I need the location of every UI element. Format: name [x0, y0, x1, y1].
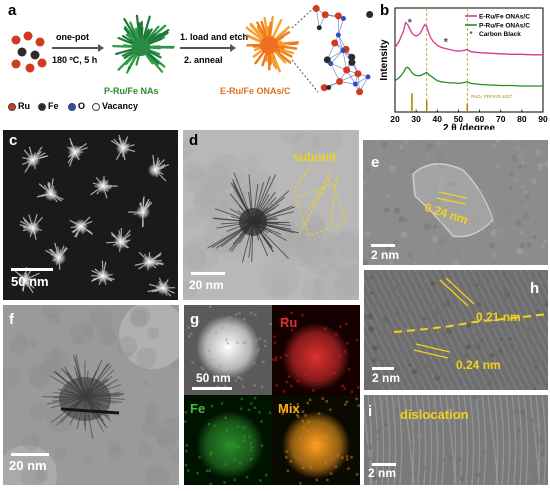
y-axis-label: Intensity [379, 39, 390, 81]
p-ru-fe-nas-graphic [112, 14, 175, 74]
scale-bar-label: 20 nm [189, 278, 224, 292]
x-tick-label: 70 [496, 114, 506, 124]
legend-carbon-black-label: Carbon Black [479, 31, 521, 38]
scale-bar [192, 387, 232, 390]
dislocation-annotation: dislocation [400, 407, 469, 422]
step2-conditions-bottom: 2. anneal [184, 55, 223, 65]
crystal-structure-graphic [312, 5, 374, 96]
step1-conditions-top: one-pot [56, 32, 89, 42]
plot-frame [394, 7, 544, 113]
panel-e: e 0.24 nm 2 nm [363, 140, 548, 265]
scale-bar-label: 20 nm [9, 458, 47, 473]
legend-atom-icon [68, 103, 76, 111]
x-tick-label: 20 [390, 114, 400, 124]
scale-bar-label: 50 nm [196, 371, 231, 385]
carbon-black-marker: * [444, 37, 449, 49]
x-tick-label: 80 [517, 114, 527, 124]
panel-d: d subunit 20 nm [183, 130, 359, 300]
scale-bar [11, 453, 49, 456]
legend-carbon-black-icon: * [469, 30, 473, 39]
panel-f: f 20 nm [3, 305, 179, 485]
reference-label: RuO₂ PDF#43-1027 [471, 94, 513, 99]
map-label-mix: Mix [278, 401, 300, 416]
panel-c-label: c [9, 132, 18, 149]
tem-image [183, 130, 359, 300]
step1-conditions-bottom: 180 ºC, 5 h [52, 55, 98, 65]
legend-atom-label: Ru [18, 101, 30, 111]
panel-b-label: b [380, 2, 390, 19]
panel-d-label: d [189, 132, 199, 149]
hrtem-image [364, 270, 548, 390]
x-tick-label: 90 [538, 114, 548, 124]
legend-label: E-Ru/Fe ONAs/C [479, 14, 530, 21]
panel-g-label: g [190, 311, 200, 328]
lattice-spacing-bottom: 0.24 nm [456, 358, 501, 372]
panel-i: i dislocation 2 nm [364, 395, 548, 485]
subunit-annotation: subunit [293, 150, 337, 164]
x-tick-label: 40 [433, 114, 443, 124]
lattice-spacing-top: 0.21 nm [476, 310, 521, 324]
scale-bar [372, 463, 396, 466]
panel-e-label: e [371, 154, 380, 171]
panel-h: h 0.21 nm 0.24 nm 2 nm [364, 270, 548, 390]
scale-bar [191, 272, 225, 275]
panel-b: b * * 20 30 40 50 60 70 80 90 2 θ /degree Intensity… [375, 0, 550, 130]
intermediate-label: P-Ru/Fe NAs [104, 86, 159, 96]
panel-a-label: a [8, 2, 17, 19]
legend-atom-icon [8, 103, 16, 111]
scale-bar [11, 268, 53, 271]
scale-bar [371, 244, 395, 247]
arrow-right-icon [52, 44, 104, 52]
legend-atom-label: Vacancy [102, 101, 139, 111]
series-line-0 [394, 21, 543, 56]
map-label-fe: Fe [190, 401, 206, 416]
panel-h-label: h [530, 280, 540, 297]
legend-atom-label: Fe [48, 101, 59, 111]
carbon-black-marker: * [408, 17, 413, 29]
legend-atom-icon [92, 103, 100, 111]
scale-bar [372, 367, 394, 370]
legend-label: P-Ru/Fe ONAs/C [479, 23, 530, 30]
map-label-ru: Ru [280, 315, 298, 330]
scale-bar-label: 50 nm [11, 274, 49, 289]
legend-atom-icon [38, 103, 46, 111]
tem-image [3, 305, 179, 485]
scale-bar-label: 2 nm [371, 248, 400, 262]
e-ru-fe-onas-graphic [245, 15, 299, 73]
precursor-atoms-graphic [11, 31, 47, 73]
product-label: E-Ru/Fe ONAs/C [220, 86, 291, 96]
panel-i-label: i [368, 403, 373, 420]
x-axis-label: 2 θ /degree [443, 123, 496, 130]
hrtem-image [363, 140, 548, 265]
x-tick-label: 30 [411, 114, 421, 124]
panel-c: c 50 nm [3, 130, 178, 300]
xrd-chart: * * 20 30 40 50 60 70 80 90 2 θ /degree Intensity E-… [379, 7, 548, 130]
arrow-right-icon [180, 44, 236, 52]
haadf-image [14, 134, 175, 297]
eds-maps [184, 305, 360, 485]
scale-bar-label: 2 nm [368, 466, 397, 480]
series-line-1 [394, 66, 543, 87]
panel-g: g Ru Fe Mix 50 nm [184, 305, 360, 485]
panel-a: a one-pot 180 ºC, 5 h P-Ru/Fe NAs 1. loa… [0, 0, 375, 122]
hrtem-image [364, 395, 548, 485]
legend-atom-label: O [78, 101, 86, 111]
x-tick-label: 60 [475, 114, 485, 124]
step2-conditions-top: 1. load and etch [180, 32, 249, 42]
x-tick-label: 50 [454, 114, 464, 124]
scale-bar-label: 2 nm [372, 371, 401, 385]
atom-legend: Ru Fe O Vacancy [8, 100, 268, 116]
panel-f-label: f [9, 311, 14, 328]
